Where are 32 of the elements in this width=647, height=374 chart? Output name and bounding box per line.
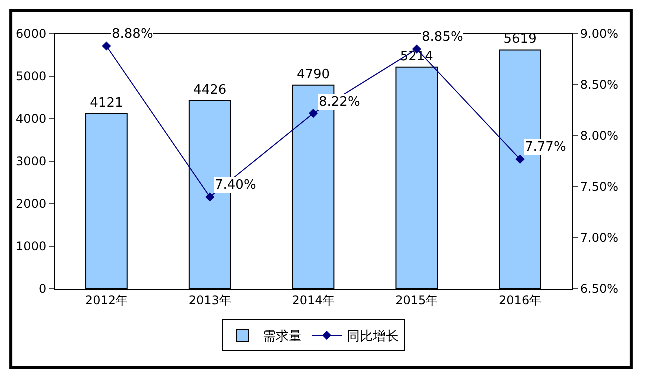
data-label: 8.85% xyxy=(422,30,464,45)
x-tick-label: 2012年 xyxy=(85,293,128,308)
y2-tick-label: 8.00% xyxy=(580,129,619,144)
y2-tick-label: 9.00% xyxy=(580,27,619,42)
data-label: 7.77% xyxy=(525,140,566,155)
data-label: 4790 xyxy=(296,67,330,82)
x-tick-label: 2013年 xyxy=(188,293,232,308)
data-label: 4426 xyxy=(194,82,227,98)
y-tick-label: 3000 xyxy=(16,154,47,169)
x-tick-label: 2016年 xyxy=(499,293,542,308)
y2-tick-label: 7.50% xyxy=(580,180,619,194)
y-tick-label: 4000 xyxy=(16,112,47,126)
y-tick-label: 2000 xyxy=(16,197,47,212)
data-label: 4121 xyxy=(90,96,124,111)
y2-tick-label: 7.00% xyxy=(580,231,619,246)
data-label: 7.40% xyxy=(215,178,256,193)
y2-tick-label: 6.50% xyxy=(580,282,619,296)
data-label: 8.22% xyxy=(319,95,360,110)
point xyxy=(516,154,525,164)
point xyxy=(308,109,318,118)
y2-tick-label: 8.50% xyxy=(580,78,619,92)
y-tick-label: 1000 xyxy=(16,240,47,254)
y-tick-label: 5000 xyxy=(16,70,47,84)
y-tick-label: 6000 xyxy=(16,27,47,42)
data-label: 8.88% xyxy=(112,27,154,42)
point xyxy=(102,42,112,51)
legend-label: 同比增长 xyxy=(347,330,399,345)
x-tick-label: 2015年 xyxy=(396,293,438,308)
x-tick-label: 2014年 xyxy=(292,293,335,308)
legend-label: 需求量 xyxy=(263,330,302,345)
y-tick-label: 0 xyxy=(38,282,47,296)
point xyxy=(206,192,215,202)
